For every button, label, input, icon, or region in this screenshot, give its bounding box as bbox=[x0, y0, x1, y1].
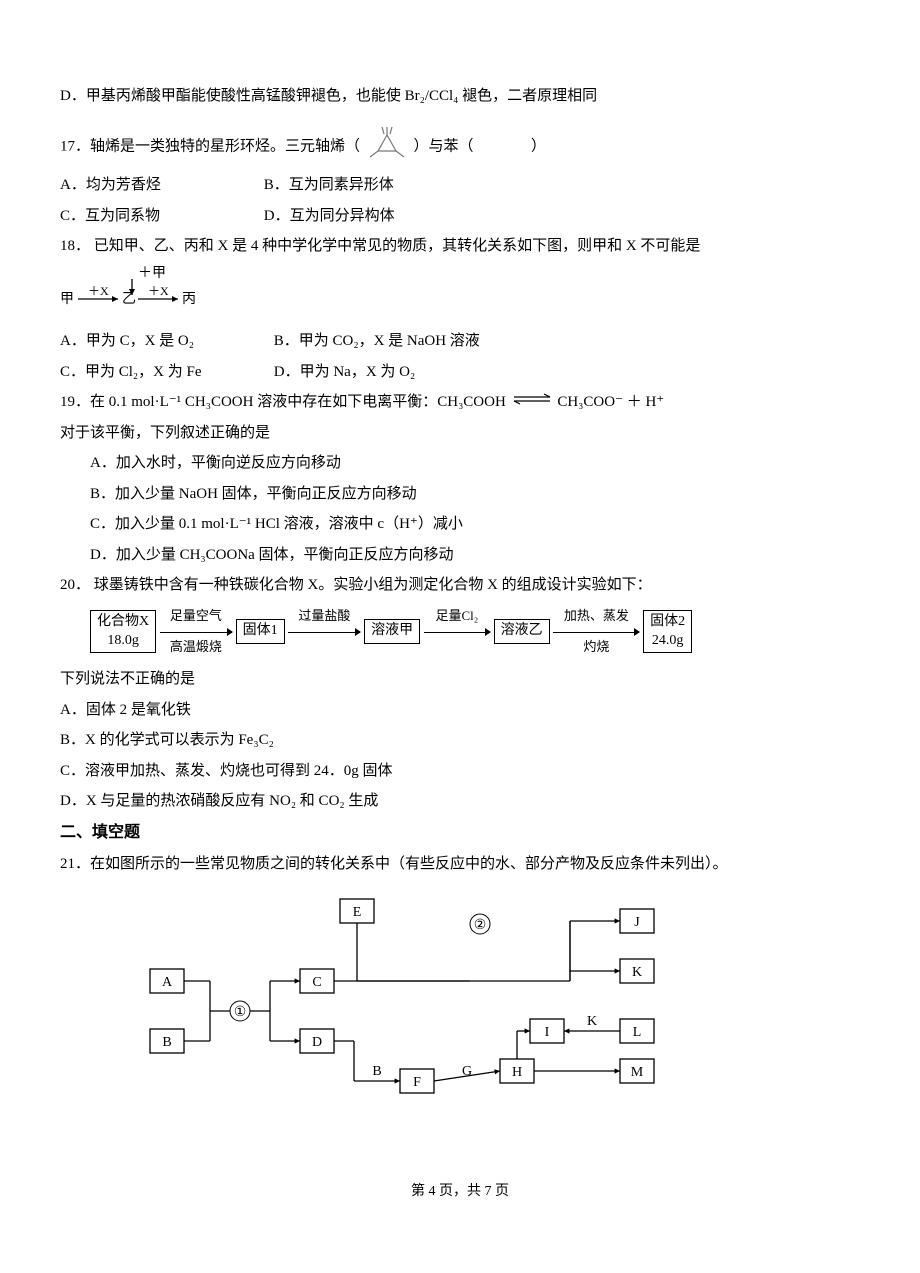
q19-optA: A．加入水时，平衡向逆反应方向移动 bbox=[60, 449, 860, 478]
flow-box-3: 溶液甲 bbox=[364, 619, 420, 643]
svg-text:B: B bbox=[372, 1064, 381, 1079]
svg-text:I: I bbox=[545, 1025, 550, 1040]
flow-arrow-4: 加热、蒸发 灼烧 bbox=[553, 606, 639, 657]
q17-opts-row1: A．均为芳香烃 B．互为同素异形体 bbox=[60, 171, 860, 200]
q19-optB: B．加入少量 NaOH 固体，平衡向正反应方向移动 bbox=[60, 480, 860, 509]
q19-optD: D．加入少量 CH₃COONa 固体，平衡向正反应方向移动 bbox=[60, 541, 860, 570]
q18-optC: C．甲为 Cl₂，X 为 Fe bbox=[60, 358, 270, 387]
q17-stem-after: ） bbox=[531, 138, 546, 154]
q17-optD: D．互为同分异构体 bbox=[264, 202, 395, 231]
section-2-title: 二、填空题 bbox=[60, 818, 860, 848]
q20-flow: 化合物X 18.0g 足量空气 高温煅烧 固体1 过量盐酸 溶液甲 足量Cl₂ … bbox=[90, 606, 860, 657]
flow-arrow-2-top: 过量盐酸 bbox=[298, 608, 350, 623]
svg-text:G: G bbox=[462, 1064, 472, 1079]
svg-text:M: M bbox=[631, 1065, 644, 1080]
q21-stem: 21．在如图所示的一些常见物质之间的转化关系中（有些反应中的水、部分产物及反应条… bbox=[60, 850, 860, 879]
footer-prefix: 第 bbox=[411, 1184, 429, 1199]
svg-text:L: L bbox=[633, 1025, 642, 1040]
q20-optA: A．固体 2 是氧化铁 bbox=[60, 696, 860, 725]
flow-arrow-1-bot: 高温煅烧 bbox=[170, 639, 222, 654]
svg-text:J: J bbox=[634, 915, 640, 930]
label-plus-jia: ＋甲 bbox=[138, 266, 166, 281]
q18-opts-row2: C．甲为 Cl₂，X 为 Fe D．甲为 Na，X 为 O₂ bbox=[60, 358, 860, 387]
svg-text:K: K bbox=[587, 1014, 597, 1029]
q18-optD: D．甲为 Na，X 为 O₂ bbox=[274, 358, 415, 387]
label-plusX-1: ＋X bbox=[88, 284, 109, 298]
q17-stem-mid: ）与苯（ bbox=[414, 138, 474, 154]
flow-box-4: 溶液乙 bbox=[494, 619, 550, 643]
svg-text:H: H bbox=[512, 1065, 522, 1080]
q18-stem: 18． 已知甲、乙、丙和 X 是 4 种中学化学中常见的物质，其转化关系如下图，… bbox=[60, 232, 860, 261]
page-footer: 第 4 页，共 7 页 bbox=[60, 1179, 860, 1206]
flow-box-5-l2: 24.0g bbox=[652, 633, 684, 648]
q17-stem-before: 17．轴烯是一类独特的星形环烃。三元轴烯（ bbox=[60, 138, 360, 154]
footer-page: 4 bbox=[429, 1184, 436, 1199]
q19-stem-b: CH₃COO⁻ ＋ H⁺ bbox=[557, 394, 664, 410]
svg-text:②: ② bbox=[474, 918, 487, 933]
flow-arrow-1-top: 足量空气 bbox=[170, 608, 222, 623]
flow-arrow-4-bot: 灼烧 bbox=[583, 639, 609, 654]
flow-arrow-1: 足量空气 高温煅烧 bbox=[160, 606, 232, 657]
footer-total: 7 bbox=[485, 1184, 492, 1199]
label-jia: 甲 bbox=[60, 292, 74, 307]
svg-text:F: F bbox=[413, 1075, 421, 1090]
q20-optD: D．X 与足量的热浓硝酸反应有 NO₂ 和 CO₂ 生成 bbox=[60, 787, 860, 816]
q20-optC: C．溶液甲加热、蒸发、灼烧也可得到 24．0g 固体 bbox=[60, 757, 860, 786]
footer-mid: 页，共 bbox=[436, 1184, 485, 1199]
flow-box-1-l2: 18.0g bbox=[107, 633, 139, 648]
label-yi: 乙 bbox=[122, 291, 136, 307]
svg-text:A: A bbox=[162, 975, 173, 990]
q17-stem: 17．轴烯是一类独特的星形环烃。三元轴烯（ ）与苯（ ） bbox=[60, 125, 860, 170]
q19-stem: 19．在 0.1 mol·L⁻¹ CH₃COOH 溶液中存在如下电离平衡：CH₃… bbox=[60, 388, 860, 417]
flow-box-2: 固体1 bbox=[236, 619, 285, 643]
flow-box-1-l1: 化合物X bbox=[97, 614, 149, 629]
flow-arrow-2: 过量盐酸 bbox=[288, 606, 360, 657]
svg-text:B: B bbox=[162, 1035, 171, 1050]
q17-opts-row2: C．互为同系物 D．互为同分异构体 bbox=[60, 202, 860, 231]
q19-stem-a: 19．在 0.1 mol·L⁻¹ CH₃COOH 溶液中存在如下电离平衡：CH₃… bbox=[60, 394, 506, 410]
q18-diagram: ＋甲 甲 ＋X 乙 ＋X 丙 bbox=[60, 265, 860, 324]
label-plusX-2: ＋X bbox=[148, 284, 169, 298]
q16-optD: D．甲基丙烯酸甲酯能使酸性高锰酸钾褪色，也能使 Br₂/CCl₄ 褪色，二者原理… bbox=[60, 82, 860, 111]
svg-text:D: D bbox=[312, 1035, 322, 1050]
q17-optC: C．互为同系物 bbox=[60, 202, 260, 231]
q18-optA: A．甲为 C，X 是 O₂ bbox=[60, 327, 270, 356]
q18-optB: B．甲为 CO₂，X 是 NaOH 溶液 bbox=[274, 327, 480, 356]
footer-suffix: 页 bbox=[492, 1184, 510, 1199]
q17-optB: B．互为同素异形体 bbox=[264, 171, 394, 200]
flow-arrow-3-top: 足量Cl₂ bbox=[435, 608, 478, 623]
q19-stem2: 对于该平衡，下列叙述正确的是 bbox=[60, 419, 860, 448]
q17-optA: A．均为芳香烃 bbox=[60, 171, 260, 200]
svg-text:C: C bbox=[312, 975, 321, 990]
q20-stem: 20． 球墨铸铁中含有一种铁碳化合物 X。实验小组为测定化合物 X 的组成设计实… bbox=[60, 571, 860, 600]
flow-arrow-3: 足量Cl₂ bbox=[424, 606, 490, 657]
q18-opts-row1: A．甲为 C，X 是 O₂ B．甲为 CO₂，X 是 NaOH 溶液 bbox=[60, 327, 860, 356]
q21-diagram: E A B C D F H I J K L M ① ② B G K bbox=[130, 889, 860, 1120]
flow-box-5-l1: 固体2 bbox=[650, 614, 685, 629]
q19-optC: C．加入少量 0.1 mol·L⁻¹ HCl 溶液，溶液中 c（H⁺）减小 bbox=[60, 510, 860, 539]
q20-sub: 下列说法不正确的是 bbox=[60, 665, 860, 694]
label-bing: 丙 bbox=[182, 292, 196, 307]
svg-text:K: K bbox=[632, 965, 642, 980]
svg-text:①: ① bbox=[234, 1005, 247, 1020]
triaxylene-icon bbox=[364, 125, 410, 170]
q20-optB: B．X 的化学式可以表示为 Fe₃C₂ bbox=[60, 726, 860, 755]
svg-text:E: E bbox=[353, 905, 362, 920]
flow-box-5: 固体2 24.0g bbox=[643, 610, 692, 652]
flow-box-1: 化合物X 18.0g bbox=[90, 610, 156, 652]
equilibrium-arrow-icon bbox=[510, 388, 554, 417]
flow-arrow-4-top: 加热、蒸发 bbox=[564, 608, 629, 623]
